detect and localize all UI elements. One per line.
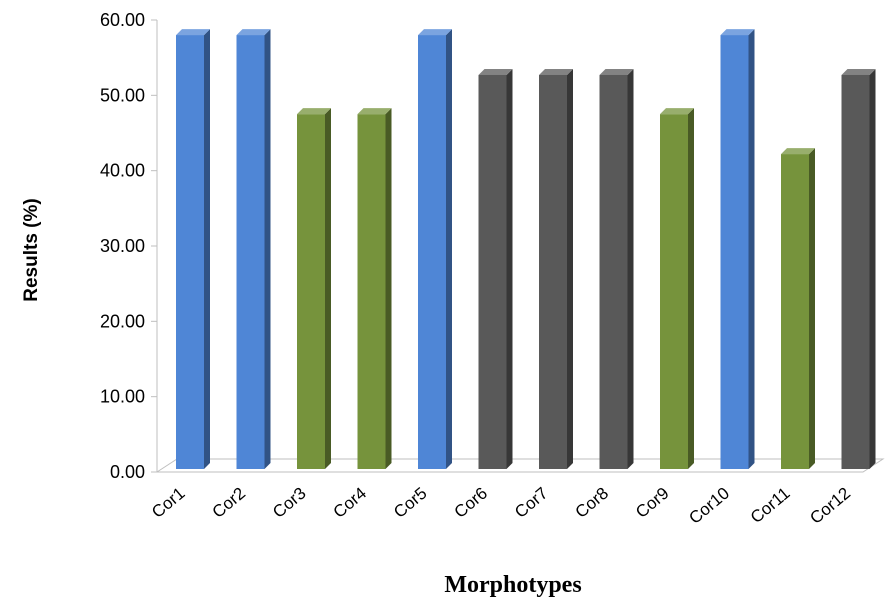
- bar-cor9: [660, 108, 694, 470]
- bar-front: [539, 74, 567, 469]
- bar-front: [660, 114, 688, 470]
- bar-front: [418, 35, 446, 470]
- bar-front: [176, 35, 204, 470]
- x-tick-label: Cor10: [685, 484, 733, 528]
- bar-side: [688, 108, 694, 470]
- bar-side: [204, 29, 210, 469]
- y-tick-label: 50.00: [100, 85, 145, 105]
- x-tick-label: Cor11: [747, 484, 794, 528]
- bar-front: [236, 35, 265, 470]
- bar-top: [841, 68, 876, 75]
- chart-bars: [176, 29, 876, 470]
- x-tick-label: Cor12: [806, 484, 854, 528]
- y-tick-label: 0.00: [110, 462, 145, 482]
- bar-side: [748, 29, 755, 469]
- x-tick-label: Cor5: [390, 484, 430, 522]
- bar-front: [357, 114, 386, 470]
- bar-top: [478, 68, 513, 75]
- x-tick-label: Cor1: [148, 484, 188, 522]
- x-tick-label: Cor4: [330, 484, 370, 522]
- bar-side: [809, 148, 815, 470]
- x-tick-label: Cor3: [269, 484, 309, 522]
- y-axis-label: Results (%): [21, 198, 42, 301]
- bar-top: [297, 108, 331, 115]
- bar-side: [627, 68, 634, 469]
- bar-top: [781, 148, 815, 155]
- chart-axes: [151, 19, 885, 473]
- bar-cor10: [720, 29, 755, 470]
- x-tick-label: Cor8: [572, 484, 612, 522]
- bar-front: [720, 35, 749, 470]
- bar-top: [236, 29, 271, 36]
- bar-cor4: [357, 108, 392, 470]
- x-tick-labels: Cor1 Cor2 Cor3 Cor4 Cor5 Cor6 Cor7 Cor8 Cor9 Cor1…: [148, 484, 854, 528]
- bar-top: [418, 29, 452, 36]
- bar-cor11: [781, 148, 815, 470]
- bar-top: [720, 29, 755, 36]
- y-tick-labels: 0.00 10.00 20.00 30.00 40.00 50.00 60.00: [100, 10, 145, 482]
- y-tick-label: 10.00: [100, 387, 145, 407]
- y-tick-label: 60.00: [100, 10, 145, 30]
- bar-front: [297, 114, 325, 470]
- bar-top: [357, 108, 392, 115]
- bar-side: [446, 29, 452, 469]
- bar-side: [506, 68, 513, 469]
- x-tick-label: Cor7: [511, 484, 551, 522]
- bar-front: [478, 74, 507, 469]
- bar-cor2: [236, 29, 271, 470]
- bar-side: [325, 108, 331, 470]
- bar-cor1: [176, 29, 210, 470]
- bar-side: [264, 29, 271, 469]
- bar-cor7: [539, 68, 573, 469]
- bar-front: [781, 154, 809, 470]
- x-axis-label: Morphotypes: [444, 572, 581, 598]
- bar-side: [385, 108, 392, 470]
- bar-cor6: [478, 68, 513, 469]
- bar-front: [599, 74, 628, 469]
- bar-top: [176, 29, 210, 36]
- bar-cor8: [599, 68, 634, 469]
- bar-top: [599, 68, 634, 75]
- y-tick-label: 30.00: [100, 236, 145, 256]
- x-tick-label: Cor9: [632, 484, 672, 522]
- bar-cor12: [841, 68, 876, 469]
- bar-cor5: [418, 29, 452, 470]
- bar-top: [660, 108, 694, 115]
- bar-front: [841, 74, 870, 469]
- bar-side: [869, 68, 876, 469]
- x-tick-label: Cor2: [209, 484, 249, 522]
- chart-floor: [155, 458, 885, 473]
- y-tick-label: 20.00: [100, 311, 145, 331]
- bar-side: [567, 68, 573, 469]
- bar-top: [539, 68, 573, 75]
- x-tick-label: Cor6: [451, 484, 491, 522]
- bar-cor3: [297, 108, 331, 470]
- y-tick-label: 40.00: [100, 161, 145, 181]
